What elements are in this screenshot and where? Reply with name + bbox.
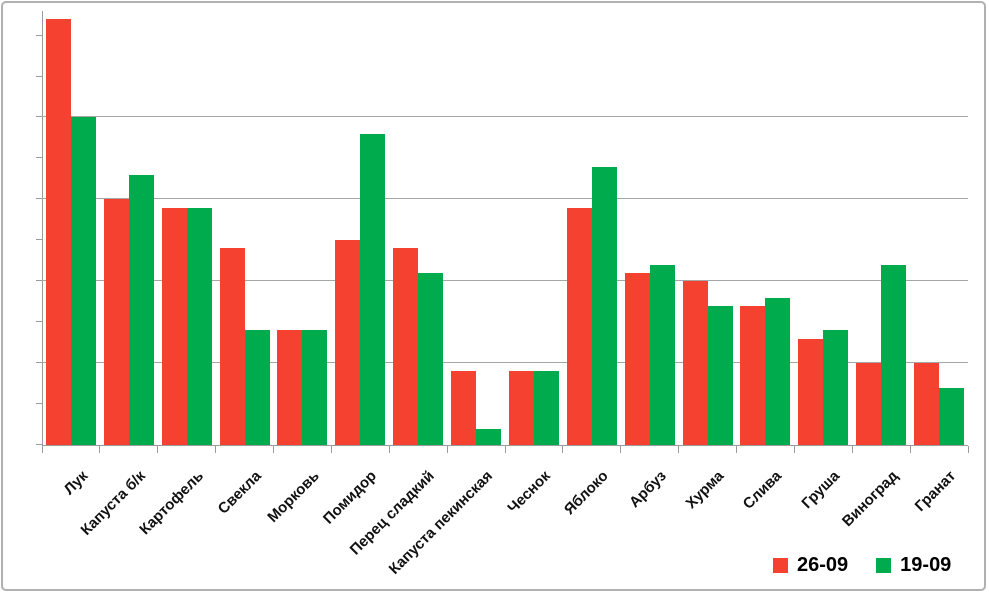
bar-19-09-3: [186, 207, 212, 445]
bar-19-09-8: [476, 428, 502, 445]
bar-19-09-11: [649, 264, 675, 445]
x-axis-category-label: Свекла: [214, 467, 265, 518]
x-axis-tick: [388, 446, 390, 453]
bar-19-09-10: [591, 166, 617, 445]
x-axis-tick: [99, 446, 101, 453]
legend-swatch-icon: [876, 558, 892, 573]
y-axis-tick: [36, 239, 42, 241]
bar-19-09-9: [533, 371, 559, 445]
bar-26-09-8: [451, 371, 477, 445]
x-axis-tick: [446, 446, 448, 453]
bar-26-09-13: [740, 305, 766, 445]
x-axis-category-label: Виноград: [838, 467, 902, 531]
bar-26-09-7: [393, 248, 419, 445]
gridline: [42, 198, 968, 200]
legend: 26-09 19-09: [773, 554, 951, 577]
x-axis-category-label: Капуста пекинская: [385, 467, 497, 578]
x-axis-tick: [41, 446, 43, 453]
x-axis-category-label: Помидор: [320, 467, 381, 528]
y-axis-tick: [36, 403, 42, 405]
y-axis-tick: [36, 198, 42, 200]
legend-label: 19-09: [900, 554, 952, 576]
bar-19-09-4: [244, 330, 270, 445]
bar-26-09-12: [682, 281, 708, 445]
x-axis-tick: [157, 446, 159, 453]
bar-19-09-12: [707, 305, 733, 445]
x-axis-tick: [736, 446, 737, 453]
x-axis-category-label: Груша: [798, 467, 844, 513]
y-axis-tick: [36, 157, 42, 159]
y-axis-tick: [36, 34, 42, 36]
x-axis-tick: [620, 446, 622, 453]
x-axis-tick: [330, 446, 332, 453]
y-axis-tick: [36, 444, 42, 445]
bar-26-09-2: [103, 199, 129, 445]
x-axis-category-label: Гранат: [911, 467, 960, 515]
bar-19-09-1: [70, 117, 96, 445]
y-axis-tick: [36, 321, 42, 323]
bar-26-09-3: [161, 207, 187, 445]
x-axis-tick: [273, 446, 274, 453]
x-axis-tick: [793, 446, 795, 453]
x-axis-category-label: Слива: [740, 467, 786, 513]
y-axis-tick: [36, 280, 42, 282]
legend-label: 26-09: [797, 554, 849, 576]
bar-26-09-5: [277, 330, 303, 445]
bar-26-09-4: [219, 248, 245, 445]
x-axis-category-label: Арбуз: [626, 467, 670, 512]
x-axis-tick: [562, 446, 564, 453]
x-axis-category-label: Хурма: [682, 467, 728, 513]
x-axis-tick: [909, 446, 911, 453]
y-axis-tick: [36, 75, 42, 77]
plot-area: [36, 11, 969, 453]
bar-19-09-16: [939, 387, 965, 445]
legend-item-26-09: 26-09: [773, 554, 848, 577]
bar-19-09-15: [881, 264, 907, 445]
gridline: [42, 280, 968, 282]
legend-item-19-09: 19-09: [876, 554, 951, 577]
bar-26-09-1: [45, 19, 71, 445]
bar-19-09-7: [418, 273, 444, 445]
bar-26-09-11: [624, 273, 650, 445]
x-axis-tick: [967, 446, 969, 453]
bar-19-09-14: [823, 330, 849, 445]
bar-26-09-6: [335, 240, 361, 445]
bar-19-09-2: [128, 174, 154, 445]
x-axis-line: [42, 445, 968, 446]
bar-26-09-16: [914, 363, 940, 445]
bar-19-09-13: [765, 297, 791, 445]
x-axis-tick: [678, 446, 680, 453]
y-axis-tick: [36, 116, 42, 118]
y-axis-line: [42, 11, 43, 446]
bar-19-09-5: [302, 330, 328, 445]
bar-26-09-9: [508, 371, 534, 445]
bar-26-09-14: [798, 338, 824, 445]
x-axis-category-label: Чеснок: [504, 467, 554, 517]
x-axis-tick: [504, 446, 506, 453]
y-axis-tick: [36, 362, 42, 364]
x-axis-category-label: Морковь: [263, 467, 323, 527]
x-axis-tick: [851, 446, 853, 453]
gridline: [42, 362, 968, 364]
legend-swatch-icon: [773, 558, 788, 573]
bar-19-09-6: [360, 133, 386, 445]
gridline: [42, 116, 968, 118]
x-axis-category-label: Яблоко: [561, 467, 612, 519]
x-axis-category-label: Лук: [60, 467, 91, 499]
bar-26-09-10: [566, 207, 592, 445]
bar-26-09-15: [856, 363, 882, 445]
x-axis-tick: [215, 446, 217, 453]
